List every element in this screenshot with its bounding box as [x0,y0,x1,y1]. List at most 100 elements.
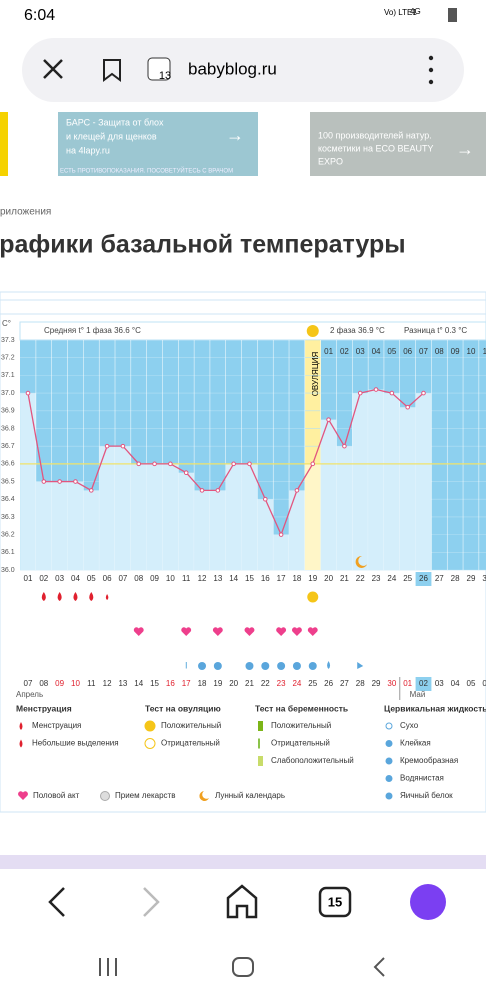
calendar-date: 20 [229,679,238,688]
heart [291,627,302,636]
y-tick-label: 36.4 [1,496,15,503]
point [263,496,268,502]
axis-unit: C° [2,319,11,328]
menstruation-drop [41,592,46,601]
point [25,390,31,396]
url-bar[interactable] [22,38,464,102]
calendar-date: 24 [292,679,301,688]
url[interactable]: babyblog.ru [188,59,277,78]
y-tick-label: 36.0 [1,567,15,574]
x-tick-label: 29 [467,574,476,583]
x-tick-label: 22 [356,574,365,583]
battery [448,8,457,22]
heart [212,627,223,636]
recents[interactable] [99,958,117,976]
forward[interactable] [143,887,160,917]
point [73,479,78,484]
legend-item: Небольшие выделения [32,739,119,748]
point [136,461,142,467]
point [294,488,300,493]
y-tick-label: 36.7 [1,443,15,450]
network: Vo) LTE1 [384,8,417,17]
back[interactable] [48,887,65,917]
legend-icon [385,757,393,765]
x-tick-label: 06 [103,574,112,583]
time: 6:04 [24,7,55,24]
y-tick-label: 36.9 [1,408,15,415]
point [199,488,205,493]
point [231,461,236,467]
legend-title: Менструация [16,703,72,713]
bar [130,463,147,570]
month: Апрель [16,690,43,699]
ad-2[interactable] [310,112,486,176]
bar [399,407,416,570]
cervical-dot [245,662,254,670]
cervical-dot [213,662,222,670]
point [152,461,157,467]
x-tick-label: 17 [277,574,286,583]
heart [181,627,192,636]
calendar-date: 11 [87,679,96,688]
breadcrumb[interactable]: риложения [0,207,51,218]
legend-item: Положительный [161,721,221,730]
bar [368,389,384,570]
tabs[interactable] [318,886,352,918]
phase1: Средняя t° 1 фаза 36.6 °C [44,326,141,335]
moon [355,555,368,568]
legend-item: Водянистая [400,774,444,783]
bar [336,446,353,570]
bar [289,490,305,570]
legend-item: Положительный [271,721,331,730]
point [104,443,110,449]
x-tick-label: 15 [245,574,254,583]
bar [273,534,290,570]
calendar-date: 17 [182,679,191,688]
current-day [415,572,432,586]
calendar-date: 27 [340,679,349,688]
purple-strip [0,855,486,869]
cervical-dot [308,662,317,670]
bar [225,463,242,570]
x-tick-label: 25 [403,574,412,583]
bar [20,393,36,570]
y-tick-label: 36.3 [1,514,15,521]
calendar-date: 18 [198,679,207,688]
sys-home[interactable] [232,957,254,977]
calendar-date: 19 [213,679,222,688]
close-icon[interactable] [43,59,63,79]
calendar-date: 09 [55,679,64,688]
alice[interactable] [410,884,446,920]
point [168,461,173,467]
x-tick-label: 23 [372,574,381,583]
legend-item: Клейкая [400,739,431,748]
legend-icon [385,740,393,747]
calendar-date: 29 [372,679,381,688]
tabs-count: 15 [328,894,342,909]
calendar-date: 14 [134,679,143,688]
ovulation-dot [306,325,319,337]
tabs-icon[interactable] [147,57,171,81]
ad-arrow: → [226,125,244,145]
legend-icon [258,756,263,766]
bar [320,419,337,570]
legend-icon [385,722,393,730]
legend-icon [144,720,156,732]
home[interactable] [226,884,258,919]
legend-icon [199,791,209,801]
menu-dot[interactable] [428,55,434,61]
sys-back[interactable] [373,957,385,977]
calendar-date: 30 [387,679,396,688]
ad-1[interactable] [58,112,258,176]
legend-extra: Половой акт [33,791,80,800]
x-tick-label: 19 [308,574,317,583]
bar [51,481,68,570]
x-tick-label: 05 [87,574,96,583]
y-tick-label: 36.1 [1,549,15,556]
bar [99,446,116,570]
bar [146,463,163,570]
bookmark-icon[interactable] [103,59,121,82]
legend-icon [100,791,110,801]
signal: 4G [410,7,421,16]
legend-extra: Лунный календарь [215,791,285,800]
